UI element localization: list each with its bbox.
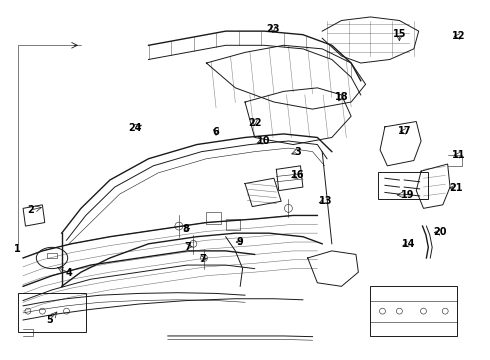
Text: 18: 18: [335, 92, 348, 102]
Text: 24: 24: [128, 122, 142, 132]
Text: 10: 10: [257, 136, 270, 146]
Text: 11: 11: [451, 150, 465, 160]
Text: 22: 22: [248, 118, 261, 127]
Text: 21: 21: [449, 183, 463, 193]
Text: 2: 2: [27, 205, 34, 215]
Text: 12: 12: [451, 31, 465, 41]
Text: 15: 15: [392, 28, 406, 39]
Text: 20: 20: [434, 228, 447, 238]
Text: 1: 1: [14, 244, 21, 254]
Text: 16: 16: [292, 170, 305, 180]
Text: 9: 9: [237, 237, 244, 247]
Text: 8: 8: [182, 224, 189, 234]
Text: 17: 17: [397, 126, 411, 136]
Text: 4: 4: [66, 268, 73, 278]
Text: 6: 6: [213, 127, 220, 137]
Text: 14: 14: [402, 239, 416, 249]
Text: 7: 7: [199, 254, 206, 264]
Text: 19: 19: [401, 190, 415, 200]
Text: 13: 13: [319, 195, 332, 206]
Text: 7: 7: [185, 242, 192, 252]
Text: 23: 23: [266, 24, 280, 34]
Text: 5: 5: [46, 315, 53, 325]
Text: 3: 3: [294, 147, 301, 157]
